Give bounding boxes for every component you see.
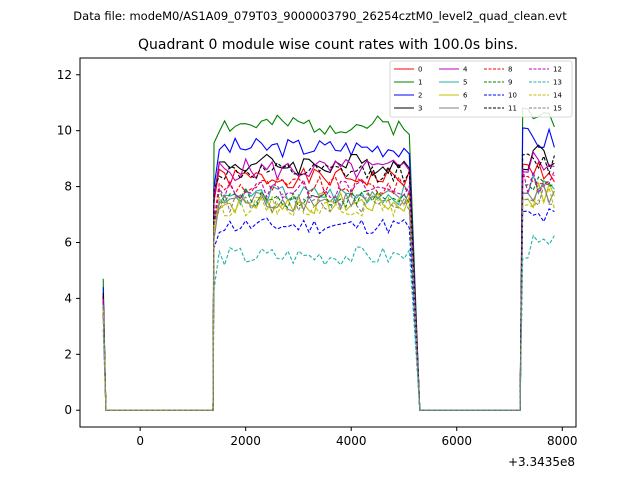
legend-label-15: 15 xyxy=(553,105,562,113)
legend-label-10: 10 xyxy=(508,92,517,100)
x-tick-label: 0 xyxy=(136,434,144,448)
x-tick-label: 2000 xyxy=(230,434,261,448)
chart-suptitle: Data file: modeM0/AS1A09_079T03_90000037… xyxy=(73,9,567,23)
legend-label-7: 7 xyxy=(463,105,467,113)
legend-label-1: 1 xyxy=(418,79,422,87)
legend-label-2: 2 xyxy=(418,92,422,100)
legend-box xyxy=(389,60,573,118)
x-tick-label: 4000 xyxy=(336,434,367,448)
series-layer xyxy=(102,107,555,411)
y-tick-label: 4 xyxy=(64,291,72,305)
y-tick-label: 8 xyxy=(64,180,72,194)
legend-label-12: 12 xyxy=(553,66,562,74)
series-line-10 xyxy=(102,208,555,411)
legend-label-3: 3 xyxy=(418,105,422,113)
legend-label-13: 13 xyxy=(553,79,562,87)
y-tick-label: 6 xyxy=(64,236,72,250)
y-tick-label: 10 xyxy=(57,124,72,138)
legend-label-11: 11 xyxy=(508,105,517,113)
legend-label-5: 5 xyxy=(463,79,467,87)
x-tick-label: 8000 xyxy=(547,434,578,448)
legend-label-6: 6 xyxy=(463,92,468,100)
legend-label-0: 0 xyxy=(418,66,422,74)
y-tick-label: 0 xyxy=(64,403,72,417)
legend-label-8: 8 xyxy=(508,66,512,74)
legend-label-14: 14 xyxy=(553,92,562,100)
series-line-13 xyxy=(102,234,555,411)
series-line-11 xyxy=(102,153,555,411)
y-tick-label: 2 xyxy=(64,347,72,361)
legend-label-9: 9 xyxy=(508,79,512,87)
legend-label-4: 4 xyxy=(463,66,468,74)
y-tick-label: 12 xyxy=(57,68,72,82)
chart-title: Quadrant 0 module wise count rates with … xyxy=(138,37,518,53)
series-line-15 xyxy=(102,183,555,411)
x-tick-label: 6000 xyxy=(441,434,472,448)
x-axis-offset-label: +3.3435e8 xyxy=(508,455,575,469)
